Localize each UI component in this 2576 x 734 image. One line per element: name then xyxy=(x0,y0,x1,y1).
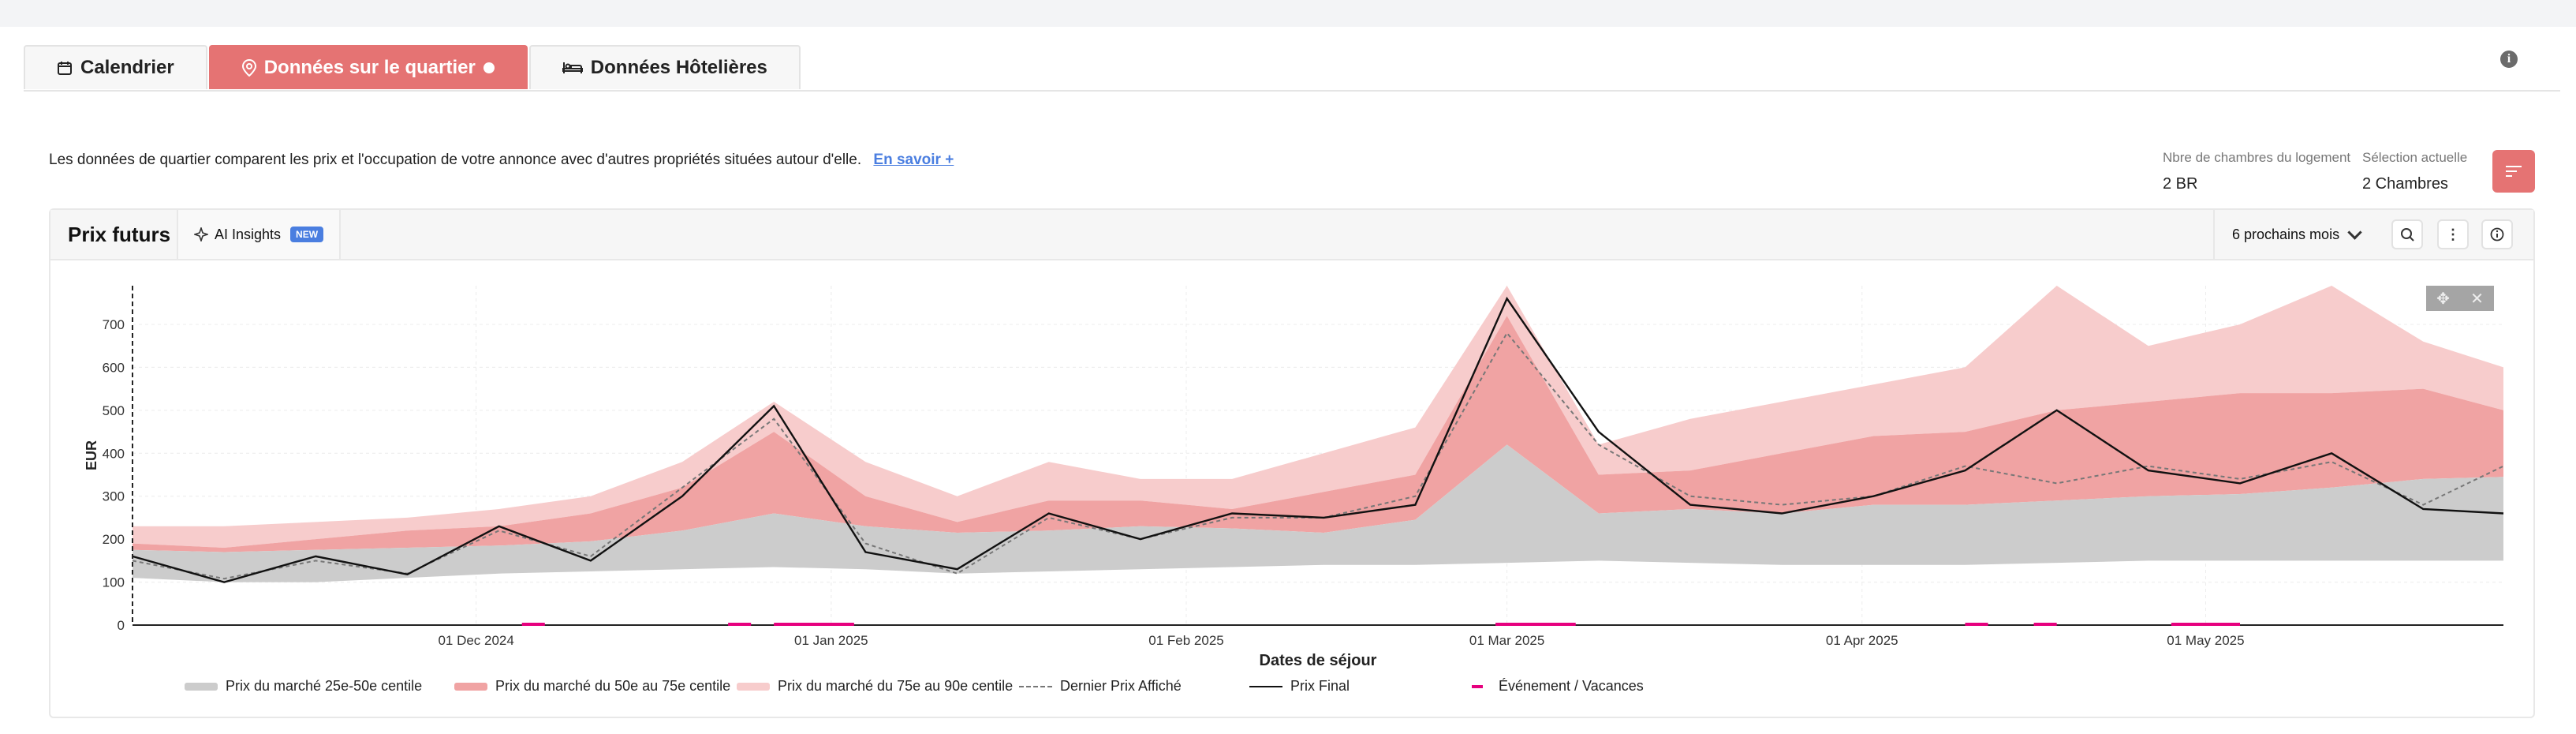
legend-swatch xyxy=(737,682,770,691)
selection-label: Sélection actuelle xyxy=(2362,150,2468,165)
new-badge: NEW xyxy=(290,227,324,242)
description-text: Les données de quartier comparent les pr… xyxy=(49,152,862,168)
bed-icon xyxy=(562,62,583,73)
legend-label: Prix Final xyxy=(1290,678,1350,694)
tab-label: Calendrier xyxy=(80,57,174,78)
card-header: Prix futurs AI Insights NEW 6 prochains … xyxy=(50,210,2533,260)
tab-donnees-hotelieres[interactable]: Données Hôtelières xyxy=(528,45,801,89)
legend-swatch xyxy=(185,682,218,691)
tab-label: Données sur le quartier xyxy=(263,57,476,78)
legend-label: Événement / Vacances xyxy=(1499,678,1644,694)
ai-insights-button[interactable]: AI Insights NEW xyxy=(177,210,342,259)
tab-calendrier[interactable]: Calendrier xyxy=(24,45,207,89)
pan-icon[interactable]: ✥ xyxy=(2436,290,2450,308)
future-prices-card: Prix futurs AI Insights NEW 6 prochains … xyxy=(49,208,2535,718)
tab-divider xyxy=(24,90,2560,92)
zoom-tools: ✥ ✕ xyxy=(2426,286,2494,311)
legend-label: Dernier Prix Affiché xyxy=(1060,678,1182,694)
refresh-search-button[interactable] xyxy=(2391,219,2423,249)
sort-lines-icon xyxy=(2506,166,2522,177)
calendar-icon xyxy=(58,62,72,75)
legend-item-last-price[interactable]: Dernier Prix Affiché xyxy=(1019,678,1249,695)
period-select[interactable]: 6 prochains mois xyxy=(2213,210,2377,259)
legend-swatch xyxy=(1019,685,1052,687)
chevron-down-icon xyxy=(2347,225,2362,240)
card-title: Prix futurs xyxy=(68,223,171,246)
room-count: Nbre de chambres du logement 2 BR xyxy=(2163,150,2350,193)
sparkle-icon xyxy=(194,227,208,242)
period-value: 6 prochains mois xyxy=(2232,226,2340,242)
selection-value: 2 Chambres xyxy=(2362,175,2448,193)
current-selection: Sélection actuelle 2 Chambres xyxy=(2362,150,2467,193)
filter-button[interactable] xyxy=(2492,150,2535,193)
room-count-value: 2 BR xyxy=(2163,175,2198,193)
chart-legend: Prix du marché 25e-50e centile Prix du m… xyxy=(185,678,1644,695)
refresh-search-icon xyxy=(2401,228,2414,242)
reset-zoom-icon[interactable]: ✕ xyxy=(2470,290,2484,308)
legend-item-events[interactable]: Événement / Vacances xyxy=(1472,678,1644,695)
location-pin-icon xyxy=(241,59,256,77)
info-dot-icon xyxy=(483,62,495,73)
info-icon[interactable]: i xyxy=(2500,51,2518,68)
tab-bar: Calendrier Données sur le quartier Donné… xyxy=(24,45,802,91)
more-vertical-icon: ⋮ xyxy=(2446,226,2460,242)
legend-swatch xyxy=(1249,685,1282,687)
top-bar xyxy=(0,0,2576,27)
legend-label: Prix du marché 25e-50e centile xyxy=(226,678,423,694)
legend-item-final-price[interactable]: Prix Final xyxy=(1249,678,1472,695)
legend-item-p25-50[interactable]: Prix du marché 25e-50e centile xyxy=(185,678,454,695)
legend-label: Prix du marché du 75e au 90e centile xyxy=(778,678,1014,694)
tab-donnees-quartier[interactable]: Données sur le quartier xyxy=(208,45,528,89)
legend-item-p50-75[interactable]: Prix du marché du 50e au 75e centile xyxy=(454,678,737,695)
more-options-button[interactable]: ⋮ xyxy=(2437,219,2469,249)
tab-label: Données Hôtelières xyxy=(590,57,767,78)
description: Les données de quartier comparent les pr… xyxy=(49,152,954,169)
card-info-button[interactable] xyxy=(2481,219,2513,249)
legend-item-p75-90[interactable]: Prix du marché du 75e au 90e centile xyxy=(737,678,1019,695)
info-circle-icon xyxy=(2490,227,2504,242)
room-count-label: Nbre de chambres du logement xyxy=(2163,150,2351,165)
legend-swatch xyxy=(454,682,487,691)
legend-swatch xyxy=(1472,684,1483,688)
legend-label: Prix du marché du 50e au 75e centile xyxy=(495,678,731,694)
learn-more-link[interactable]: En savoir + xyxy=(873,152,954,168)
ai-insights-label: AI Insights xyxy=(215,226,282,242)
